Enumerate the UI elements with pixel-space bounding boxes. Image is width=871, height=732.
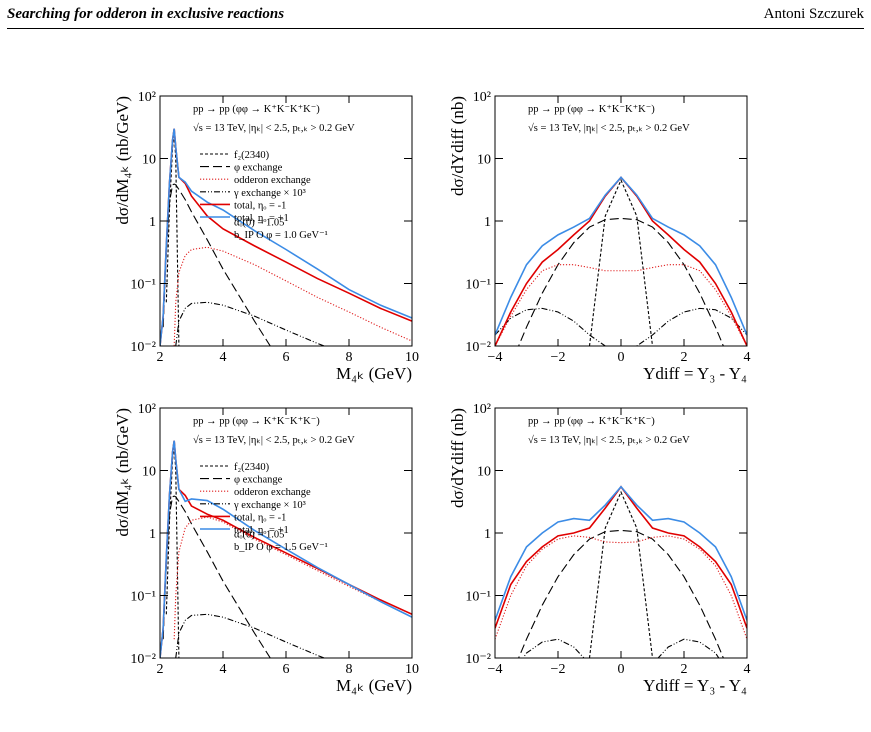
y-tick-label: 10⁻¹ [465,278,491,293]
curve [495,535,747,640]
y-tick-label: 10 [142,153,156,168]
y-tick-label: 10⁻² [130,340,156,355]
curve [495,176,747,336]
legend-label: γ exchange × 10³ [233,188,306,199]
annotation: αₒ(0) = 1.05 [234,218,284,229]
curve [162,495,271,658]
annotation: pp → pp (φφ → K⁺K⁻K⁺K⁻) [193,416,320,427]
legend-label: odderon exchange [234,487,311,498]
annotation: √s = 13 TeV, |ηₖ| < 2.5, pₜ,ₖ > 0.2 GeV [193,434,355,446]
x-tick-label: 10 [405,662,419,677]
x-tick-label: −2 [551,350,566,365]
curve [162,183,271,346]
x-tick-label: 6 [283,662,290,677]
x-tick-label: 2 [157,662,164,677]
x-tick-label: 2 [681,662,688,677]
y-tick-label: 10² [138,402,156,417]
y-axis-label: dσ/dM₄ₖ (nb/GeV) [113,96,132,225]
curve [495,176,747,346]
running-title: Searching for odderon in exclusive react… [7,6,285,22]
running-author: Antoni Szczurek [763,6,864,22]
x-tick-label: 8 [346,350,353,365]
x-tick-label: −4 [488,350,503,365]
y-tick-label: 1 [484,527,491,542]
x-tick-label: 0 [618,350,625,365]
annotation: αₒ(0) = 1.05 [234,530,284,541]
header-rule [7,28,864,29]
y-tick-label: 10 [477,465,491,480]
x-tick-label: 2 [157,350,164,365]
curve [173,516,412,640]
curve [175,301,326,346]
y-tick-label: 1 [149,215,156,230]
legend-label: total, ηₒ = +1 [234,525,289,536]
y-tick-label: 10⁻² [465,652,491,667]
x-axis-label: Ydiff = Y₃ - Y₄ [643,676,747,695]
curve [495,264,747,346]
curve [160,440,412,658]
y-tick-label: 10² [138,90,156,105]
y-axis-label: dσ/dM₄ₖ (nb/GeV) [113,408,132,537]
curve [588,490,654,658]
y-tick-label: 10⁻¹ [130,590,156,605]
curve [165,445,180,658]
x-tick-label: 2 [681,350,688,365]
y-tick-label: 10⁻¹ [465,590,491,605]
y-tick-label: 10² [473,402,491,417]
legend-label: f₂(2340) [234,462,270,473]
y-tick-label: 10 [142,465,156,480]
annotation: √s = 13 TeV, |ηₖ| < 2.5, pₜ,ₖ > 0.2 GeV [193,122,355,134]
y-tick-label: 1 [484,215,491,230]
y-tick-label: 10⁻² [465,340,491,355]
x-tick-label: −2 [551,662,566,677]
curve [588,178,654,346]
legend-label: φ exchange [234,163,283,174]
curve [495,485,747,621]
y-tick-label: 10⁻¹ [130,278,156,293]
x-axis-label: Ydiff = Y₃ - Y₄ [643,364,747,383]
legend-label: odderon exchange [234,175,311,186]
curve [175,613,326,658]
x-tick-label: 0 [618,662,625,677]
x-tick-label: 4 [744,350,751,365]
y-tick-label: 10 [477,153,491,168]
x-tick-label: 4 [220,350,227,365]
legend-label: total, ηₒ = -1 [234,512,286,523]
annotation: pp → pp (φφ → K⁺K⁻K⁺K⁻) [193,104,320,115]
x-axis-label: M₄ₖ (GeV) [336,364,412,383]
legend-label: f₂(2340) [234,150,270,161]
annotation: √s = 13 TeV, |ηₖ| < 2.5, pₜ,ₖ > 0.2 GeV [528,434,690,446]
legend-label: γ exchange × 10³ [233,500,306,511]
y-axis-label: dσ/dYdiff (nb) [448,408,467,508]
x-tick-label: −4 [488,662,503,677]
x-tick-label: 10 [405,350,419,365]
curve [173,246,412,346]
y-tick-label: 1 [149,527,156,542]
y-tick-label: 10² [473,90,491,105]
x-tick-label: 4 [220,662,227,677]
legend-label: φ exchange [234,475,283,486]
annotation: pp → pp (φφ → K⁺K⁻K⁺K⁻) [528,104,655,115]
annotation: b_IP O φ = 1.0 GeV⁻¹ [234,230,328,241]
curve [160,128,412,346]
curve [522,638,720,658]
annotation: pp → pp (φφ → K⁺K⁻K⁺K⁻) [528,416,655,427]
x-tick-label: 8 [346,662,353,677]
y-axis-label: dσ/dYdiff (nb) [448,96,467,196]
annotation: b_IP O φ = 1.5 GeV⁻¹ [234,542,328,553]
x-tick-label: 6 [283,350,290,365]
y-tick-label: 10⁻² [130,652,156,667]
legend-label: total, ηₒ = +1 [234,213,289,224]
x-tick-label: 4 [744,662,751,677]
legend-label: total, ηₒ = -1 [234,200,286,211]
x-axis-label: M₄ₖ (GeV) [336,676,412,695]
annotation: √s = 13 TeV, |ηₖ| < 2.5, pₜ,ₖ > 0.2 GeV [528,122,690,134]
curve [165,133,180,346]
curve [495,485,747,629]
